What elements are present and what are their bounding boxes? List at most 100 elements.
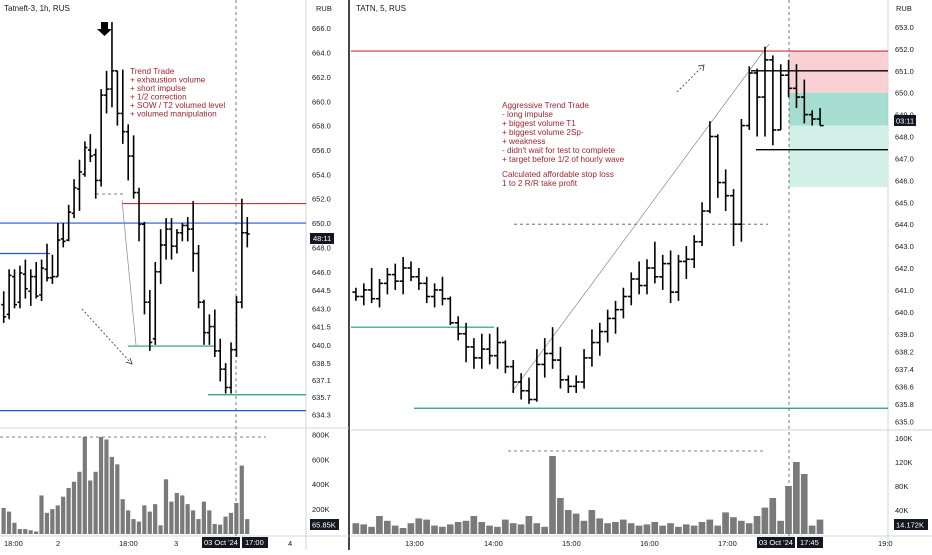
volume-bar — [66, 487, 71, 534]
volume-bar — [239, 465, 244, 534]
volume-bar — [1, 507, 6, 534]
ohlc-bar — [486, 333, 494, 365]
volume-bar — [635, 525, 643, 534]
volume-bar — [604, 523, 611, 534]
dashed-arrow-head — [697, 64, 705, 72]
right-annotation-line: 1 to 2 R/R take profit — [502, 179, 578, 188]
volume-bar — [228, 512, 234, 534]
volume-bar — [627, 523, 635, 534]
volume-bar — [446, 524, 454, 534]
ohlc-bar — [674, 254, 683, 301]
volume-bar — [690, 525, 698, 534]
trend-guide-line — [511, 43, 770, 393]
price-tick-label: 656.0 — [312, 146, 331, 155]
volume-bar — [82, 436, 87, 534]
reward-zone — [789, 92, 888, 126]
ohlc-bar — [196, 244, 202, 309]
ohlc-bar — [66, 204, 72, 242]
right-date-badge-bg — [757, 537, 795, 548]
ohlc-bar — [611, 300, 620, 334]
volume-bar — [612, 522, 619, 534]
ohlc-bar — [549, 327, 557, 369]
ohlc-bar — [239, 198, 245, 309]
right-volume-axis: 160K 120K 80K 40K — [895, 434, 913, 515]
left-badges: 48:11 65.85K 03 Oct '24 17:00 — [202, 233, 339, 548]
ohlc-bar — [596, 322, 604, 356]
ohlc-bar — [446, 296, 454, 325]
volume-bar — [808, 525, 816, 534]
volume-tick-label: 200K — [312, 505, 330, 514]
ohlc-bar — [6, 269, 12, 320]
volume-bar — [212, 524, 217, 534]
ohlc-bar — [619, 287, 627, 319]
left-annotation-line: + volumed manipulation — [130, 110, 217, 119]
right-date-badge: 03 Oct '24 — [759, 538, 793, 547]
ohlc-bar — [217, 338, 223, 382]
price-tick-label: 660.0 — [312, 97, 331, 106]
ohlc-bar — [352, 287, 360, 301]
price-tick-label: 641.5 — [312, 323, 331, 332]
right-annotation-line: + biggest volume 2Sp- — [502, 128, 584, 137]
price-tick-label: 642.0 — [895, 264, 914, 273]
right-time-badge-bg — [797, 537, 823, 548]
volume-bar — [126, 510, 131, 534]
right-position-zones — [789, 51, 888, 187]
volume-bar — [769, 498, 777, 534]
ohlc-bar — [769, 55, 777, 146]
ohlc-bar — [816, 108, 824, 127]
left-time-axis: 18:00 2 18:00 3 4 — [4, 539, 292, 548]
left-volume-bars — [1, 436, 250, 534]
volume-bar — [71, 481, 77, 534]
volume-bar — [525, 516, 533, 534]
volume-bar — [533, 523, 541, 534]
right-annotation-line: + weakness — [502, 137, 545, 146]
left-time-badge-bg — [242, 537, 268, 548]
price-tick-label: 644.5 — [312, 286, 331, 295]
ohlc-bar — [44, 243, 50, 282]
ohlc-bar — [12, 269, 17, 309]
ohlc-bar — [33, 262, 39, 299]
price-tick-label: 640.0 — [312, 341, 331, 350]
volume-bar — [737, 520, 745, 534]
volume-bar — [494, 526, 501, 534]
ohlc-bar — [1, 291, 7, 323]
ohlc-bar — [185, 216, 191, 242]
volume-tick-label: 160K — [895, 434, 913, 443]
volume-bar — [6, 511, 12, 534]
price-tick-label: 635.0 — [895, 417, 914, 426]
price-tick-label: 640.0 — [895, 308, 914, 317]
dashed-arrow-head — [125, 357, 133, 365]
volume-bar — [549, 456, 556, 534]
volume-bar — [816, 519, 824, 534]
volume-bar — [147, 511, 152, 534]
ohlc-bar — [179, 223, 185, 242]
ohlc-bar — [71, 179, 77, 219]
price-tick-label: 653.0 — [895, 23, 914, 32]
right-annotation-line: - long impulse — [502, 110, 553, 119]
price-tick-label: 648.0 — [312, 243, 331, 252]
ohlc-bar — [136, 187, 142, 242]
volume-bar — [722, 512, 729, 534]
price-tick-label: 651.0 — [895, 67, 914, 76]
ohlc-bar — [206, 314, 212, 345]
ohlc-bar — [682, 246, 690, 279]
ohlc-bar — [147, 290, 153, 351]
ohlc-bar — [415, 268, 423, 290]
left-volume-badge-bg — [310, 519, 339, 530]
volume-bar — [185, 504, 190, 534]
ohlc-bar — [690, 235, 698, 269]
right-price-badge: 03:11 — [896, 117, 914, 126]
right-volume-badge-bg — [894, 519, 928, 530]
volume-bar — [180, 495, 185, 534]
trend-guide-line — [121, 199, 137, 346]
volume-bar — [12, 522, 17, 534]
ohlc-bar — [651, 241, 659, 284]
volume-bar — [376, 516, 383, 534]
price-tick-label: 637.1 — [312, 376, 331, 385]
ohlc-bar — [808, 110, 816, 126]
volume-bar — [714, 525, 722, 534]
volume-tick-label: 600K — [312, 455, 330, 464]
left-chart-title: Tatneft-3, 1h, RUS — [4, 4, 70, 13]
right-annotation-line: + target before 1/2 of hourly wave — [502, 155, 625, 164]
right-annotation: Aggressive Trend Trade - long impulse + … — [502, 101, 625, 188]
